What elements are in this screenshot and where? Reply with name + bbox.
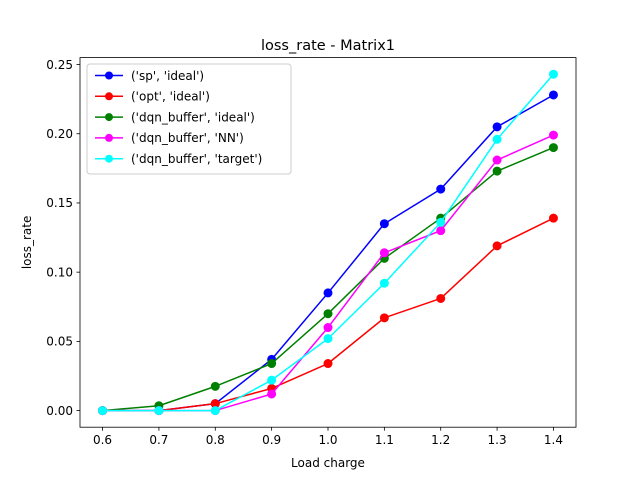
- data-point: [379, 278, 389, 288]
- legend-label: ('sp', 'ideal'): [131, 69, 204, 83]
- x-tick-label: 1.1: [375, 433, 394, 447]
- legend-label: ('dqn_buffer', 'ideal'): [131, 110, 255, 124]
- data-point: [323, 309, 333, 319]
- data-point: [267, 359, 277, 369]
- y-axis-label: loss_rate: [20, 216, 34, 270]
- data-point: [379, 219, 389, 229]
- legend-item: ('opt', 'ideal'): [95, 90, 210, 104]
- legend-label: ('dqn_buffer', 'target'): [131, 152, 262, 166]
- data-point: [548, 143, 558, 153]
- y-tick-label: 0.20: [46, 127, 73, 141]
- x-axis-label: Load charge: [291, 456, 365, 470]
- legend-marker: [105, 71, 113, 80]
- data-point: [492, 166, 502, 176]
- data-point: [323, 334, 333, 344]
- data-point: [492, 155, 502, 165]
- data-point: [210, 406, 220, 416]
- data-point: [548, 213, 558, 223]
- x-tick-label: 0.8: [206, 433, 225, 447]
- data-point: [154, 406, 164, 416]
- x-tick-label: 1.2: [431, 433, 450, 447]
- data-point: [436, 184, 446, 194]
- x-tick-label: 0.7: [149, 433, 168, 447]
- x-tick-label: 0.9: [262, 433, 281, 447]
- x-tick-label: 1.3: [488, 433, 507, 447]
- chart-title: loss_rate - Matrix1: [261, 38, 395, 54]
- legend-marker: [105, 154, 113, 163]
- data-point: [267, 389, 277, 399]
- data-point: [492, 122, 502, 132]
- data-point: [492, 134, 502, 144]
- data-point: [379, 313, 389, 323]
- data-point: [210, 381, 220, 391]
- y-tick-label: 0.15: [46, 196, 73, 210]
- data-point: [267, 375, 277, 385]
- legend-marker: [105, 113, 113, 122]
- legend-item: ('dqn_buffer', 'ideal'): [95, 110, 255, 124]
- y-tick-label: 0.25: [46, 58, 73, 72]
- legend: ('sp', 'ideal') ('opt', 'ideal') ('dqn_buf…: [86, 63, 292, 175]
- x-axis-ticks: 0.6 0.7 0.8 0.9 1.0 1.1 1.2 1.3 1.4: [93, 427, 563, 447]
- legend-label: ('opt', 'ideal'): [131, 90, 210, 104]
- data-point: [436, 217, 446, 227]
- y-tick-label: 0.00: [46, 404, 73, 418]
- legend-item: ('sp', 'ideal'): [95, 69, 204, 83]
- legend-label: ('dqn_buffer', 'NN'): [131, 131, 244, 145]
- y-tick-label: 0.10: [46, 265, 73, 279]
- x-tick-label: 0.6: [93, 433, 112, 447]
- data-point: [492, 241, 502, 251]
- data-point: [548, 90, 558, 100]
- x-tick-label: 1.4: [544, 433, 563, 447]
- data-point: [548, 69, 558, 79]
- data-point: [323, 323, 333, 333]
- legend-marker: [105, 133, 113, 142]
- data-point: [548, 130, 558, 140]
- x-tick-label: 1.0: [318, 433, 337, 447]
- y-axis-ticks: 0.00 0.05 0.10 0.15 0.20 0.25: [46, 58, 80, 418]
- data-point: [436, 293, 446, 303]
- series-4: [98, 69, 558, 416]
- series-layer: [98, 69, 558, 416]
- series-2: [98, 143, 558, 416]
- data-point: [436, 226, 446, 236]
- data-point: [323, 359, 333, 369]
- y-tick-label: 0.05: [46, 335, 73, 349]
- data-point: [379, 248, 389, 258]
- data-point: [98, 406, 108, 416]
- legend-item: ('dqn_buffer', 'NN'): [95, 131, 244, 145]
- legend-item: ('dqn_buffer', 'target'): [95, 152, 262, 166]
- data-point: [323, 288, 333, 298]
- legend-box: [86, 63, 292, 175]
- plot-frame: [79, 57, 577, 428]
- legend-marker: [105, 92, 113, 101]
